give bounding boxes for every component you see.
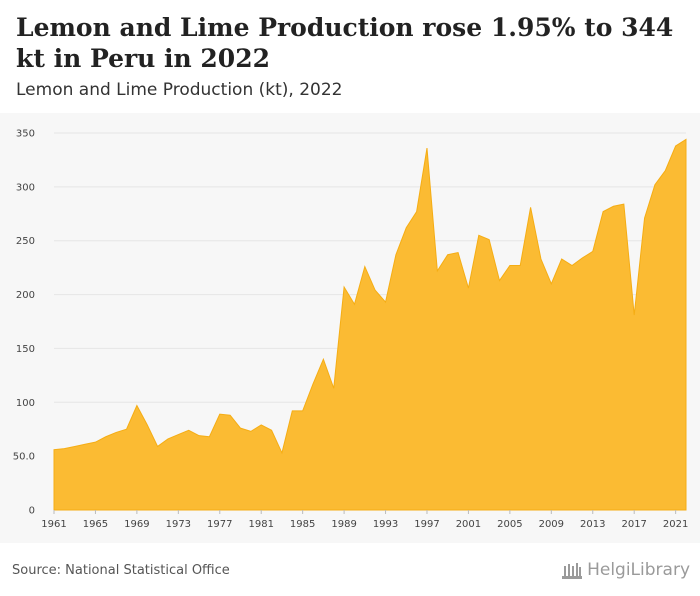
y-tick-label: 0 — [29, 506, 35, 517]
x-tick-label: 2013 — [580, 519, 605, 530]
x-tick-label: 2009 — [539, 519, 564, 530]
y-tick-label: 250 — [16, 236, 35, 247]
x-tick-label: 1985 — [290, 519, 315, 530]
area-chart: 0 50.0 100 150 200 250 300 350 1961 1965 1969 1973… — [13, 129, 689, 531]
brand-name: HelgiLibrary — [587, 560, 690, 580]
x-tick-label: 1965 — [83, 519, 108, 530]
library-building-icon — [562, 563, 583, 579]
y-tick-label: 200 — [16, 290, 35, 301]
y-tick-label: 350 — [16, 129, 35, 140]
chart-area: 0 50.0 100 150 200 250 300 350 1961 1965 1969 1973… — [0, 113, 700, 543]
x-tick-label: 1961 — [41, 519, 66, 530]
y-tick-label: 300 — [16, 182, 35, 193]
x-tick-label: 1989 — [331, 519, 356, 530]
x-tick-label: 1993 — [373, 519, 398, 530]
source-note: Source: National Statistical Office — [12, 563, 230, 578]
y-tick-label: 100 — [16, 398, 35, 409]
chart-subtitle: Lemon and Lime Production (kt), 2022 — [16, 80, 343, 100]
y-tick-label: 150 — [16, 344, 35, 355]
chart-title: Lemon and Lime Production rose 1.95% to … — [16, 13, 674, 73]
x-tick-label: 2021 — [663, 519, 688, 530]
chart-header: Lemon and Lime Production rose 1.95% to … — [0, 0, 700, 113]
x-tick-label: 1977 — [207, 519, 232, 530]
area-series — [53, 138, 687, 511]
y-axis: 0 50.0 100 150 200 250 300 350 — [13, 129, 35, 517]
brand-logo: HelgiLibrary — [561, 560, 690, 580]
y-tick-label: 50.0 — [13, 452, 35, 463]
area-layer — [53, 138, 687, 511]
x-tick-label: 1997 — [414, 519, 439, 530]
x-axis: 1961 1965 1969 1973 1977 1981 1985 1989 1993 1997… — [41, 510, 688, 530]
x-tick-label: 1969 — [124, 519, 149, 530]
x-tick-label: 1973 — [166, 519, 191, 530]
x-tick-label: 2001 — [456, 519, 481, 530]
x-tick-label: 2005 — [497, 519, 522, 530]
x-tick-label: 1981 — [248, 519, 273, 530]
x-tick-label: 2017 — [621, 519, 646, 530]
